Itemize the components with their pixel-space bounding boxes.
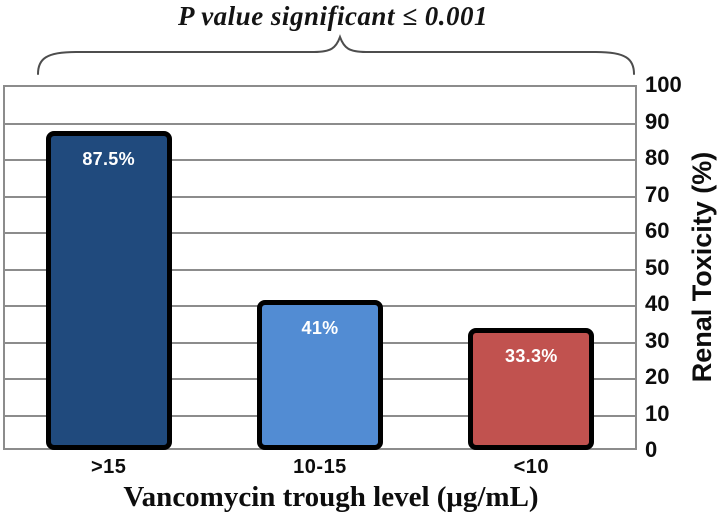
bar-value-label: 33.3%: [505, 346, 558, 367]
x-category-label: >15: [90, 456, 127, 478]
gridline: [5, 232, 635, 234]
gridline: [5, 195, 635, 198]
y-tick-label: 70: [645, 181, 670, 207]
gridline: [5, 159, 635, 161]
y-tick-label: 100: [645, 72, 682, 97]
bar-value-label: 87.5%: [82, 148, 135, 169]
x-category-label: <10: [513, 456, 550, 478]
bar-value-label: 41%: [301, 318, 339, 339]
y-tick-label: 40: [645, 291, 670, 316]
bar: 33.3%: [468, 328, 595, 450]
y-tick-label: 10: [645, 400, 670, 426]
y-tick-label: 80: [645, 145, 670, 170]
gridline: [5, 268, 635, 271]
bar: 41%: [257, 300, 383, 450]
y-tick-label: 0: [645, 437, 658, 462]
p-value-annotation: P value significant ≤ 0.001: [177, 1, 489, 31]
curly-brace-icon: [37, 34, 635, 75]
y-axis-title: Renal Toxicity (%): [687, 151, 717, 383]
x-axis-title: Vancomycin trough level (μg/mL): [123, 481, 539, 513]
gridline: [5, 122, 635, 125]
bar: 87.5%: [45, 130, 172, 450]
y-tick-label: 20: [645, 364, 670, 389]
x-category-label: 10-15: [293, 456, 347, 478]
y-tick-label: 50: [645, 254, 670, 280]
y-tick-label: 60: [645, 218, 670, 243]
y-tick-label: 30: [645, 327, 670, 353]
y-tick-label: 90: [645, 108, 670, 134]
